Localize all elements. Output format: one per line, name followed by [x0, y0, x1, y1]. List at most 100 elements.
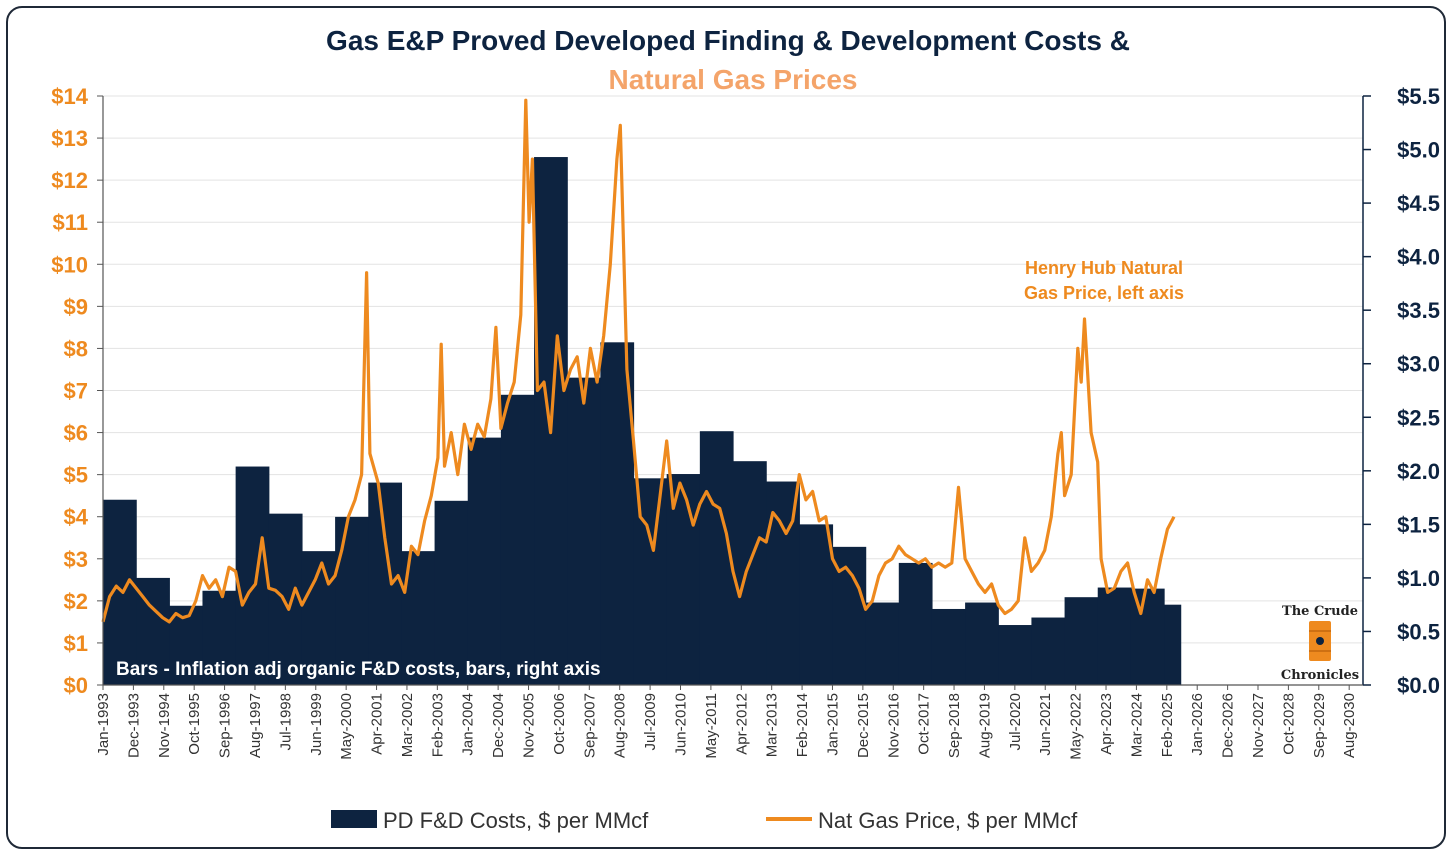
left-tick-label-0: $0: [64, 673, 88, 698]
x-tick-label-25: Dec-2015: [855, 693, 872, 758]
x-tick-label-5: Aug-1997: [247, 693, 264, 758]
x-tick-label-1: Dec-1993: [125, 693, 142, 758]
x-tick-label-12: Jan-2004: [460, 693, 477, 756]
right-tick-label-6: $3.0: [1397, 352, 1440, 377]
x-tick-label-29: Aug-2019: [976, 693, 993, 758]
bar-1996: [202, 590, 237, 685]
x-tick-label-26: Nov-2016: [885, 693, 902, 758]
x-tick-label-39: Oct-2028: [1280, 693, 1297, 755]
x-tick-label-4: Sep-1996: [217, 693, 234, 758]
right-axis-ticks: $0.0 $0.5 $1.0 $1.5 $2.0 $2.5 $3.0 $3.5 $4.0 $4.5…: [1363, 84, 1440, 698]
left-tick-label-9: $9: [64, 294, 88, 319]
x-tick-label-9: Apr-2001: [369, 693, 386, 755]
bar-2025: [1164, 604, 1182, 685]
left-tick-label-8: $8: [64, 336, 88, 361]
left-tick-label-14: $14: [51, 84, 88, 109]
x-tick-label-17: Aug-2008: [612, 693, 629, 758]
x-tick-label-19: Jun-2010: [673, 693, 690, 756]
right-tick-label-5: $2.5: [1397, 405, 1440, 430]
x-tick-label-37: Dec-2026: [1220, 693, 1237, 758]
x-tick-label-32: May-2022: [1068, 693, 1085, 760]
right-tick-label-3: $1.5: [1397, 512, 1440, 537]
chart-title: Gas E&P Proved Developed Finding & Devel…: [326, 25, 1130, 56]
left-tick-label-7: $7: [64, 379, 88, 404]
x-tick-label-3: Oct-1995: [186, 693, 203, 755]
logo: The Crude Chronicles: [1281, 604, 1359, 683]
x-tick-label-24: Jan-2015: [824, 693, 841, 756]
bar-series: [103, 157, 1182, 686]
left-tick-label-5: $5: [64, 463, 88, 488]
bar-1997: [235, 466, 270, 685]
bar-2003: [434, 500, 469, 685]
x-tick-label-34: Mar-2024: [1128, 693, 1145, 757]
x-tick-label-36: Jan-2026: [1189, 693, 1206, 756]
bar-2000: [335, 516, 369, 685]
x-tick-label-35: Feb-2025: [1159, 693, 1176, 757]
x-tick-label-20: May-2011: [703, 693, 720, 759]
x-tick-label-22: Mar-2013: [764, 693, 781, 757]
x-tick-label-14: Nov-2005: [521, 693, 538, 758]
bar-2018: [931, 608, 966, 685]
bar-2023: [1097, 587, 1132, 685]
bar-2007: [567, 377, 601, 685]
oil-drop-icon: [1316, 637, 1324, 645]
x-tick-label-38: Nov-2027: [1250, 693, 1267, 758]
left-tick-label-11: $11: [53, 210, 89, 235]
right-tick-label-10: $5.0: [1397, 138, 1440, 163]
henry-hub-annotation-line1: Henry Hub Natural: [1025, 258, 1183, 278]
nat-gas-price-line: [101, 98, 1176, 624]
chart-frame: [6, 6, 1446, 849]
henry-hub-annotation-line2: Gas Price, left axis: [1024, 283, 1184, 303]
line-series: [101, 98, 1176, 624]
x-tick-label-10: Mar-2002: [399, 693, 416, 757]
x-tick-label-7: Jun-1999: [308, 693, 325, 756]
x-tick-label-23: Feb-2014: [794, 693, 811, 757]
x-tick-label-0: Jan-1993: [95, 693, 112, 756]
bar-2014: [799, 524, 834, 685]
x-tick-label-15: Oct-2006: [551, 693, 568, 755]
x-tick-label-13: Dec-2004: [490, 693, 507, 758]
left-tick-label-10: $10: [51, 252, 88, 277]
left-tick-label-1: $1: [64, 631, 88, 656]
bar-1998: [268, 513, 303, 685]
bars-annotation: Bars - Inflation adj organic F&D costs, …: [116, 659, 601, 680]
left-tick-label-3: $3: [64, 547, 88, 572]
x-tick-label-6: Jul-1998: [277, 693, 294, 751]
right-tick-label-9: $4.5: [1397, 191, 1440, 216]
right-tick-label-2: $1.0: [1397, 566, 1440, 591]
bar-2012: [733, 461, 767, 685]
bar-2004: [467, 437, 502, 685]
bar-2011: [699, 431, 734, 685]
chart-subtitle: Natural Gas Prices: [608, 64, 857, 95]
legend-swatch-bars: [331, 810, 377, 828]
x-tick-label-21: Apr-2012: [733, 693, 750, 755]
logo-line2: Chronicles: [1281, 668, 1359, 683]
bar-2022: [1064, 597, 1099, 685]
x-tick-label-2: Nov-1994: [156, 693, 173, 758]
legend-label-bars: PD F&D Costs, $ per MMcf: [383, 808, 649, 833]
legend: PD F&D Costs, $ per MMcf Nat Gas Price, …: [331, 808, 1078, 833]
right-tick-label-11: $5.5: [1397, 84, 1440, 109]
left-tick-label-6: $6: [64, 421, 88, 446]
bar-1995: [169, 605, 204, 685]
left-axis-ticks: $0 $1 $2 $3 $4 $5 $6 $7 $8 $9 $10 $11 $12 $13 $14: [51, 84, 103, 698]
right-tick-label-8: $4.0: [1397, 245, 1440, 270]
x-tick-label-28: Sep-2018: [946, 693, 963, 758]
logo-line1: The Crude: [1282, 604, 1358, 619]
left-tick-label-2: $2: [64, 589, 88, 614]
bar-2001: [368, 482, 403, 685]
right-tick-label-4: $2.0: [1397, 459, 1440, 484]
right-tick-label-0: $0.0: [1397, 673, 1440, 698]
bar-2005: [500, 394, 535, 685]
right-tick-label-1: $0.5: [1397, 619, 1440, 644]
bar-2019: [965, 602, 999, 685]
bar-2017: [898, 562, 933, 685]
left-tick-label-13: $13: [51, 126, 88, 151]
bar-2020: [998, 625, 1033, 685]
x-tick-label-16: Sep-2007: [581, 693, 598, 758]
legend-label-line: Nat Gas Price, $ per MMcf: [818, 808, 1078, 833]
bar-2021: [1031, 617, 1066, 685]
x-tick-label-27: Oct-2017: [916, 693, 933, 755]
x-tick-label-31: Jun-2021: [1037, 693, 1054, 756]
